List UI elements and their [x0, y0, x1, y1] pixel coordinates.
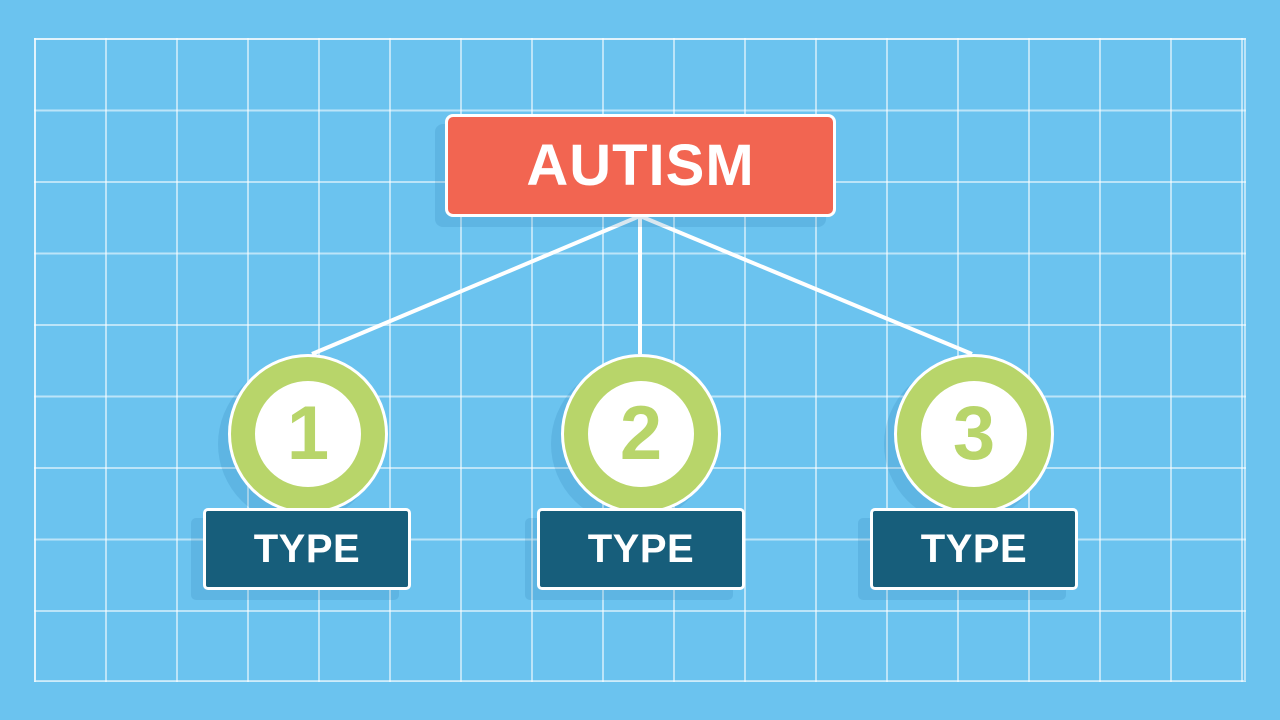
- connector-line-3: [639, 214, 973, 356]
- type-2-number: 2: [619, 391, 663, 476]
- type-3-box: TYPE: [870, 508, 1078, 590]
- root-node-box: AUTISM: [445, 114, 836, 217]
- type-2-label: TYPE: [587, 526, 695, 571]
- type-2-circle: 2: [561, 354, 721, 514]
- type-3-number: 3: [952, 391, 996, 476]
- type-2-circle-inner: 2: [588, 381, 694, 487]
- type-3-label: TYPE: [920, 526, 1028, 571]
- type-2-box: TYPE: [537, 508, 745, 590]
- connector-line-1: [311, 214, 641, 356]
- type-1-label: TYPE: [253, 526, 361, 571]
- type-1-number: 1: [286, 391, 330, 476]
- type-1-box: TYPE: [203, 508, 411, 590]
- type-1-circle: 1: [228, 354, 388, 514]
- type-3-circle: 3: [894, 354, 1054, 514]
- type-3-circle-inner: 3: [921, 381, 1027, 487]
- type-1-circle-inner: 1: [255, 381, 361, 487]
- root-node-label: AUTISM: [526, 133, 755, 198]
